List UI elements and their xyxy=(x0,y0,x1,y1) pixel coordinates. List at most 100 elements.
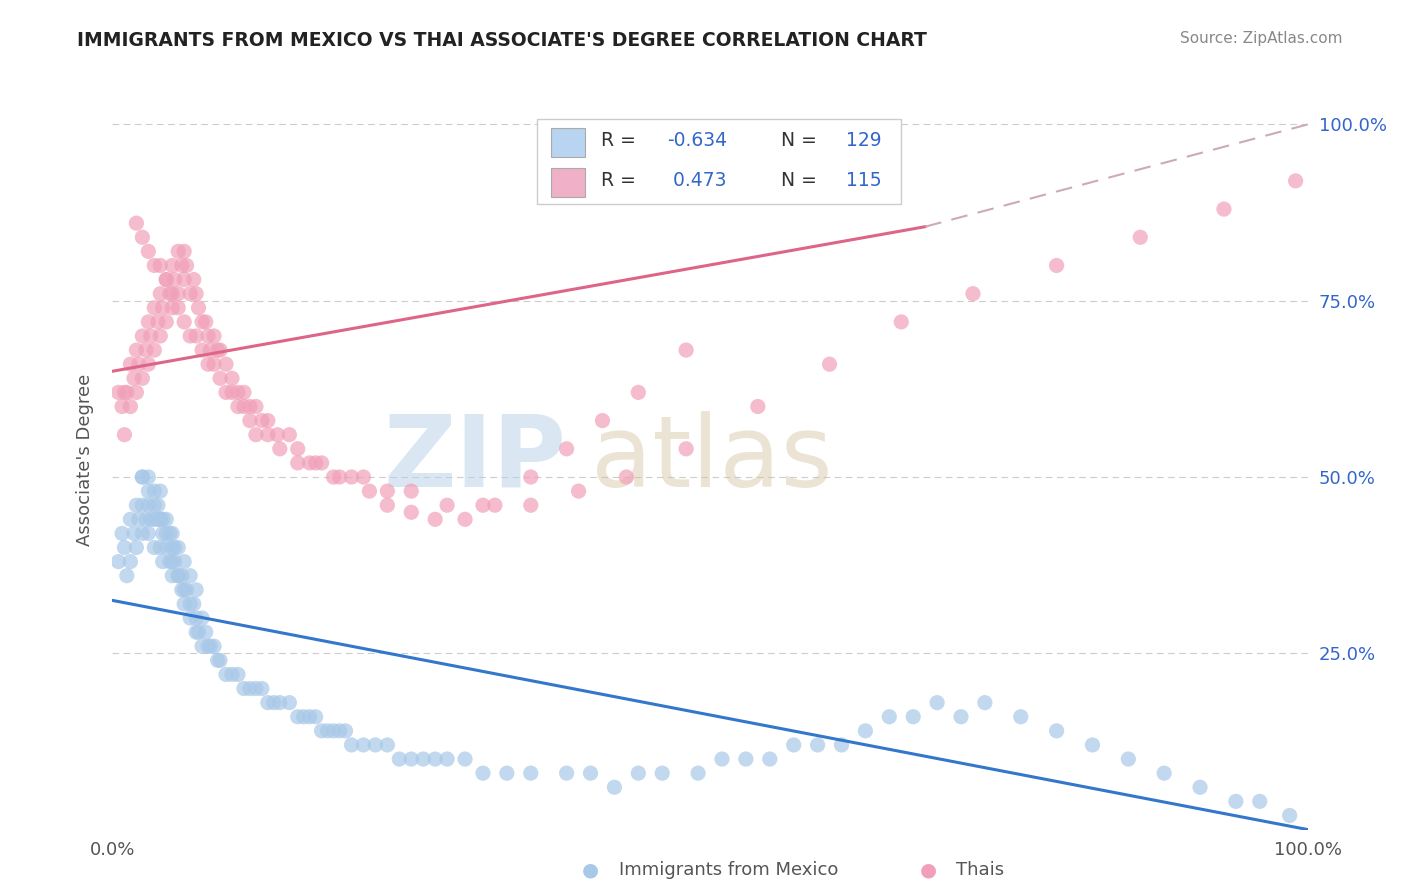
Point xyxy=(173,555,195,569)
Point xyxy=(167,286,190,301)
Point xyxy=(616,470,638,484)
Point xyxy=(352,738,374,752)
Point xyxy=(122,371,145,385)
FancyBboxPatch shape xyxy=(551,128,585,157)
Point xyxy=(226,385,249,400)
Point xyxy=(125,343,148,357)
Point xyxy=(191,639,214,653)
Point xyxy=(107,555,129,569)
Point xyxy=(114,427,135,442)
Text: 115: 115 xyxy=(846,170,882,190)
Point xyxy=(186,582,208,597)
Point xyxy=(163,555,186,569)
Point xyxy=(974,696,997,710)
Point xyxy=(1118,752,1140,766)
Point xyxy=(114,385,135,400)
Point xyxy=(651,766,673,780)
Point xyxy=(1213,202,1236,216)
Point xyxy=(162,259,183,273)
Point xyxy=(950,710,973,724)
Point xyxy=(627,385,650,400)
Point xyxy=(484,498,506,512)
Point xyxy=(186,625,208,640)
Point xyxy=(162,541,183,555)
Point xyxy=(340,470,363,484)
Point xyxy=(377,498,399,512)
Point xyxy=(125,541,148,555)
Point xyxy=(1189,780,1212,795)
Point xyxy=(603,780,626,795)
Point xyxy=(322,470,344,484)
FancyBboxPatch shape xyxy=(537,119,901,204)
Point xyxy=(257,427,280,442)
Point xyxy=(135,343,157,357)
Text: Immigrants from Mexico: Immigrants from Mexico xyxy=(619,861,838,879)
Text: Thais: Thais xyxy=(956,861,1004,879)
Point xyxy=(167,244,190,259)
Point xyxy=(152,526,174,541)
Point xyxy=(155,526,177,541)
Point xyxy=(520,766,543,780)
Point xyxy=(139,512,162,526)
Point xyxy=(322,723,344,738)
Point xyxy=(173,597,195,611)
Point xyxy=(425,512,447,526)
Point xyxy=(735,752,758,766)
Text: -0.634: -0.634 xyxy=(666,130,727,150)
Text: R =: R = xyxy=(602,130,643,150)
Point xyxy=(579,766,602,780)
Point xyxy=(162,526,183,541)
Text: ●: ● xyxy=(920,860,936,880)
Point xyxy=(555,766,578,780)
Point xyxy=(128,512,150,526)
Point xyxy=(197,329,219,343)
Point xyxy=(149,286,172,301)
Point xyxy=(250,681,273,696)
Point xyxy=(759,752,782,766)
Point xyxy=(209,371,232,385)
Point xyxy=(627,766,650,780)
Point xyxy=(292,710,315,724)
Y-axis label: Associate's Degree: Associate's Degree xyxy=(76,373,94,546)
Point xyxy=(316,723,339,738)
Point xyxy=(120,555,142,569)
Point xyxy=(311,456,333,470)
Point xyxy=(1010,710,1032,724)
Point xyxy=(879,710,901,724)
Point xyxy=(329,470,352,484)
Point xyxy=(176,582,198,597)
Point xyxy=(226,400,249,414)
Point xyxy=(305,710,328,724)
Point xyxy=(239,681,262,696)
Point xyxy=(359,484,381,499)
Point xyxy=(890,315,912,329)
Point xyxy=(173,582,195,597)
Point xyxy=(197,639,219,653)
Point xyxy=(167,568,190,582)
Point xyxy=(1081,738,1104,752)
Point xyxy=(179,568,201,582)
Point xyxy=(155,272,177,286)
Point xyxy=(128,357,150,371)
Point xyxy=(352,470,374,484)
Point xyxy=(675,442,697,456)
Point xyxy=(173,244,195,259)
Point xyxy=(239,414,262,428)
Point xyxy=(111,526,134,541)
Point xyxy=(143,512,166,526)
Point xyxy=(138,484,160,499)
Point xyxy=(152,555,174,569)
Point xyxy=(131,470,153,484)
Point xyxy=(187,301,209,315)
Point xyxy=(179,286,201,301)
Point xyxy=(191,315,214,329)
Point xyxy=(146,498,169,512)
Point xyxy=(239,400,262,414)
Point xyxy=(962,286,984,301)
Point xyxy=(191,343,214,357)
Point xyxy=(269,442,291,456)
Point xyxy=(197,357,219,371)
Point xyxy=(162,555,183,569)
FancyBboxPatch shape xyxy=(551,168,585,197)
Point xyxy=(202,329,225,343)
